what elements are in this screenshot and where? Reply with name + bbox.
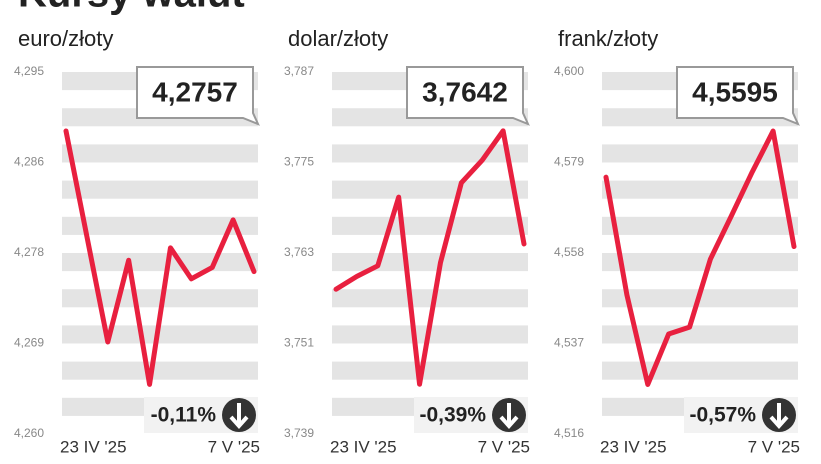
down-arrow [769, 403, 789, 430]
panel-title: euro/złoty [18, 26, 113, 51]
panel-title: dolar/złoty [288, 26, 388, 51]
y-tick-label: 3,739 [284, 426, 314, 440]
stripe [602, 253, 798, 272]
stripe [62, 289, 258, 308]
y-tick-label: 4,600 [554, 64, 584, 78]
stripe [62, 216, 258, 235]
series-line [63, 128, 257, 387]
y-tick-label: 4,278 [14, 245, 44, 259]
stripe [602, 180, 798, 199]
stripe [602, 325, 798, 344]
callout-box [406, 66, 530, 126]
x-tick-label: 7 V '25 [478, 437, 530, 456]
y-tick-label: 4,558 [554, 245, 584, 259]
x-tick-label: 7 V '25 [208, 437, 260, 456]
y-tick-label: 3,775 [284, 155, 314, 169]
stripe [62, 180, 258, 199]
y-tick-label: 4,286 [14, 155, 44, 169]
x-tick-label: 7 V '25 [748, 437, 800, 456]
stripe [332, 289, 528, 308]
stripe [332, 253, 528, 272]
y-tick-label: 3,751 [284, 336, 314, 350]
y-tick-label: 4,537 [554, 336, 584, 350]
y-tick-label: 4,516 [554, 426, 584, 440]
y-tick-label: 4,269 [14, 336, 44, 350]
change: -0,57% [689, 404, 756, 427]
y-tick-label: 3,787 [284, 64, 314, 78]
down-arrow [499, 403, 519, 430]
stripe [602, 361, 798, 380]
stripe [602, 144, 798, 163]
x-tick-label: 23 IV '25 [330, 437, 397, 456]
callout-box [676, 66, 800, 126]
stripe [62, 144, 258, 163]
last-value: 4,2757 [152, 76, 238, 107]
last-value: 4,5595 [692, 76, 778, 107]
stripe [332, 144, 528, 163]
change: -0,39% [419, 404, 486, 427]
panel-title: frank/złoty [558, 26, 658, 51]
last-value: 3,7642 [422, 76, 508, 107]
change: -0,11% [151, 404, 217, 427]
y-tick-label: 4,295 [14, 64, 44, 78]
series-line [333, 128, 527, 387]
callout-box [136, 66, 260, 126]
stripe [602, 216, 798, 235]
down-arrow [229, 403, 249, 430]
y-tick-label: 3,763 [284, 245, 314, 259]
x-tick-label: 23 IV '25 [60, 437, 127, 456]
y-tick-label: 4,260 [14, 426, 44, 440]
page-title: Kursy walut [18, 0, 245, 16]
stripe [332, 216, 528, 235]
y-tick-label: 4,579 [554, 155, 584, 169]
stripe [62, 361, 258, 380]
stripe [332, 361, 528, 380]
series-line [603, 128, 797, 387]
x-tick-label: 23 IV '25 [600, 437, 667, 456]
stripe [332, 180, 528, 199]
